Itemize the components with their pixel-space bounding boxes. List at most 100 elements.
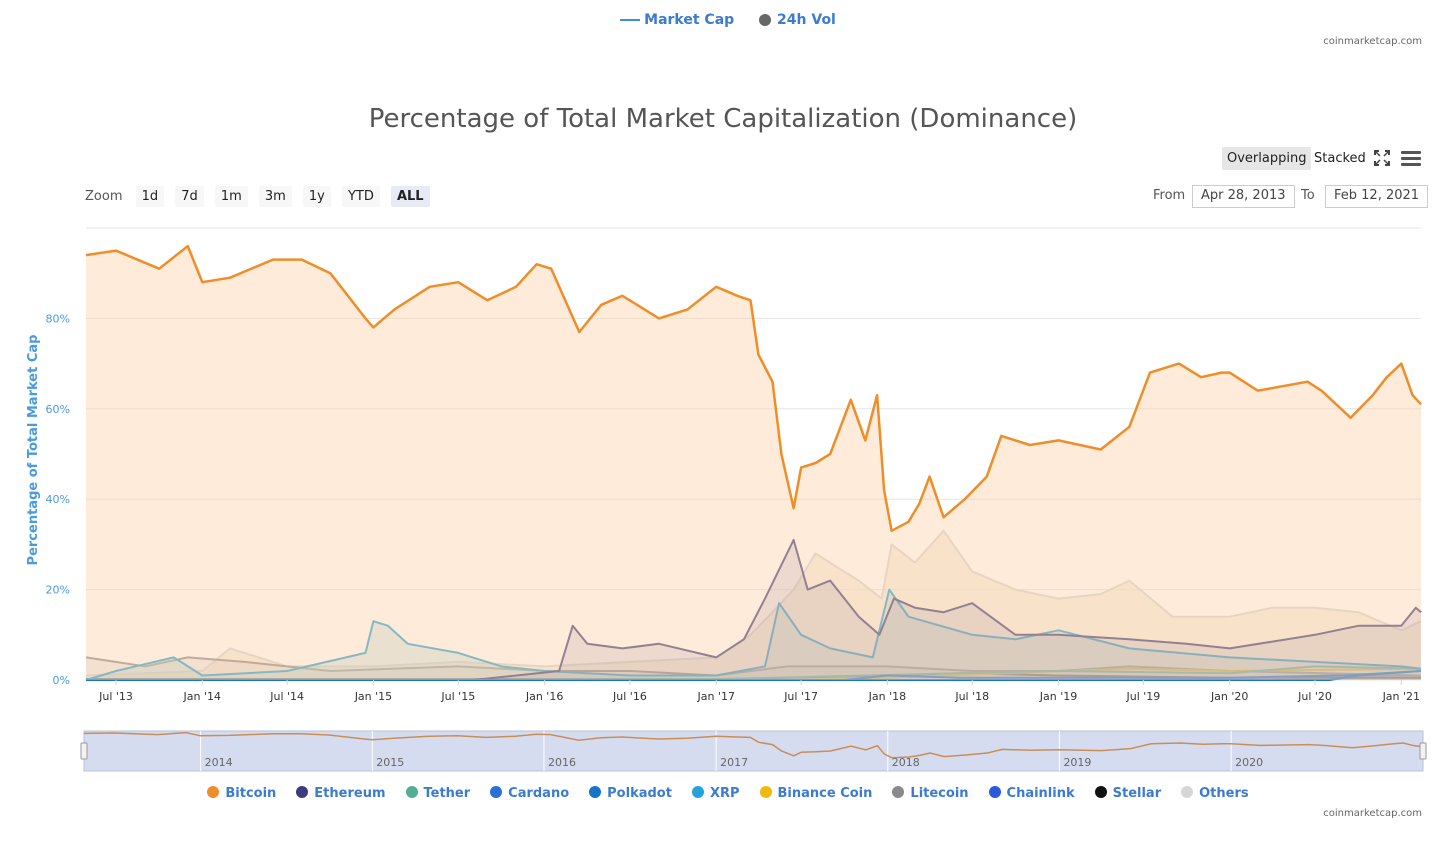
x-tick-label: Jul '19 [1126, 690, 1161, 703]
x-tick-label: Jan '15 [354, 690, 392, 703]
legend-label: XRP [709, 786, 740, 801]
y-tick-label: 60% [46, 403, 70, 416]
legend-label: Litecoin [910, 786, 969, 801]
navigator-left-handle[interactable] [80, 742, 88, 760]
zoom-3m-button[interactable]: 3m [258, 186, 292, 207]
series-area-others [86, 530, 1421, 680]
from-label: From [1153, 188, 1186, 203]
x-tick-label: Jan '20 [1210, 690, 1248, 703]
series-line-bitcoin [85, 244, 1422, 533]
legend-dot-icon [759, 786, 772, 798]
legend-dot-icon [589, 786, 602, 798]
legend-label: Tether [423, 786, 471, 801]
x-tick-label: Jan '14 [183, 690, 221, 703]
legend-label: Chainlink [1006, 786, 1075, 801]
credit-top[interactable]: coinmarketcap.com [1323, 36, 1422, 47]
y-tick-label: 0% [53, 674, 70, 687]
line-swatch-icon [620, 19, 641, 21]
legend-item-litecoin[interactable]: Litecoin [892, 786, 969, 801]
legend-item-tether[interactable]: Tether [405, 786, 471, 801]
x-tick-label: Jan '16 [525, 690, 563, 703]
stacked-button[interactable]: Stacked [1314, 151, 1366, 166]
legend-dot-icon [1094, 786, 1107, 798]
zoom-all-button[interactable]: ALL [390, 186, 430, 207]
legend-item-others[interactable]: Others [1181, 786, 1249, 801]
navigator-mask [83, 730, 1424, 772]
legend-label: Ethereum [314, 786, 386, 801]
legend-market-cap[interactable]: Market Cap [620, 12, 734, 28]
legend-24h-vol[interactable]: 24h Vol [759, 12, 836, 28]
navigator-year-label: 2020 [1235, 756, 1263, 769]
credit-bottom[interactable]: coinmarketcap.com [1323, 808, 1422, 819]
legend-dot-icon [892, 786, 905, 798]
y-tick-label: 20% [46, 584, 70, 597]
series-line-others [85, 529, 1422, 677]
zoom-7d-button[interactable]: 7d [175, 186, 204, 207]
series-area-litecoin [86, 657, 1421, 680]
navigator-right-handle[interactable] [1419, 742, 1427, 760]
series-line-litecoin [85, 656, 1422, 677]
legend-label: Bitcoin [225, 786, 277, 801]
fullscreen-icon[interactable] [1373, 149, 1391, 167]
zoom-bar: Zoom 1d 7d 1m 3m 1y YTD ALL [85, 185, 436, 207]
axis-layer: 0% 20% 40% 60% 80% Jul '13 Jan '14 Jul '14 Jan '… [46, 312, 1421, 703]
y-tick-label: 80% [46, 312, 70, 325]
legend-label: Binance Coin [777, 786, 873, 801]
legend-item-ethereum[interactable]: Ethereum [296, 786, 386, 801]
legend-dot-icon [988, 786, 1001, 798]
navigator[interactable]: 2014 2015 2016 2017 2018 2019 2020 [80, 730, 1427, 772]
legend-item-polkadot[interactable]: Polkadot [589, 786, 672, 801]
y-tick-label: 40% [46, 493, 70, 506]
legend-item-binance-coin[interactable]: Binance Coin [759, 786, 873, 801]
to-label: To [1301, 188, 1315, 203]
zoom-ytd-button[interactable]: YTD [341, 186, 380, 207]
x-tick-label: Jan '17 [696, 690, 734, 703]
x-tick-label: Jul '20 [1297, 690, 1332, 703]
navigator-series-line [83, 731, 1424, 759]
legend-dot-icon [490, 786, 503, 798]
series-line-polkadot [86, 670, 1422, 681]
legend-item-bitcoin[interactable]: Bitcoin [207, 786, 276, 801]
to-date-input[interactable]: Feb 12, 2021 [1325, 185, 1429, 208]
navigator-year-label: 2015 [376, 756, 404, 769]
legend-dot-icon [296, 786, 309, 798]
legend-item-xrp[interactable]: XRP [691, 786, 740, 801]
legend-item-cardano[interactable]: Cardano [490, 786, 569, 801]
legend-dot-icon [207, 786, 220, 798]
zoom-1d-button[interactable]: 1d [135, 186, 165, 207]
zoom-1m-button[interactable]: 1m [214, 186, 248, 207]
x-tick-label: Jul '17 [783, 690, 818, 703]
navigator-year-label: 2017 [720, 756, 748, 769]
legend-label: Stellar [1112, 786, 1162, 801]
navigator-year-label: 2019 [1063, 756, 1091, 769]
series-legend: Bitcoin Ethereum Tether Cardano Polkadot XRP B… [0, 786, 1456, 801]
series-layer [85, 244, 1422, 681]
menu-icon[interactable] [1401, 151, 1421, 169]
navigator-year-label: 2018 [892, 756, 920, 769]
legend-label: Cardano [508, 786, 570, 801]
top-legend: Market Cap 24h Vol [0, 12, 1456, 28]
zoom-label: Zoom [85, 189, 123, 204]
legend-label: Others [1199, 786, 1249, 801]
navigator-year-label: 2016 [548, 756, 576, 769]
overlapping-button[interactable]: Overlapping [1222, 147, 1312, 170]
navigator-year-label: 2014 [205, 756, 233, 769]
series-area-ethereum [86, 539, 1421, 680]
x-tick-label: Jan '21 [1382, 690, 1420, 703]
x-tick-label: Jan '18 [868, 690, 906, 703]
chart-title: Percentage of Total Market Capitalizatio… [368, 104, 1078, 134]
y-axis-label: Percentage of Total Market Cap [26, 335, 41, 566]
x-tick-label: Jul '16 [612, 690, 647, 703]
x-tick-label: Jul '15 [440, 690, 475, 703]
zoom-1y-button[interactable]: 1y [302, 186, 331, 207]
x-tick-label: Jul '14 [269, 690, 304, 703]
from-date-input[interactable]: Apr 28, 2013 [1192, 185, 1295, 208]
series-area-xrp [86, 589, 1421, 680]
x-tick-label: Jan '19 [1039, 690, 1077, 703]
legend-item-chainlink[interactable]: Chainlink [988, 786, 1075, 801]
legend-label: Polkadot [607, 786, 672, 801]
legend-item-stellar[interactable]: Stellar [1094, 786, 1162, 801]
legend-dot-icon [1181, 786, 1194, 798]
dot-swatch-icon [759, 14, 772, 26]
